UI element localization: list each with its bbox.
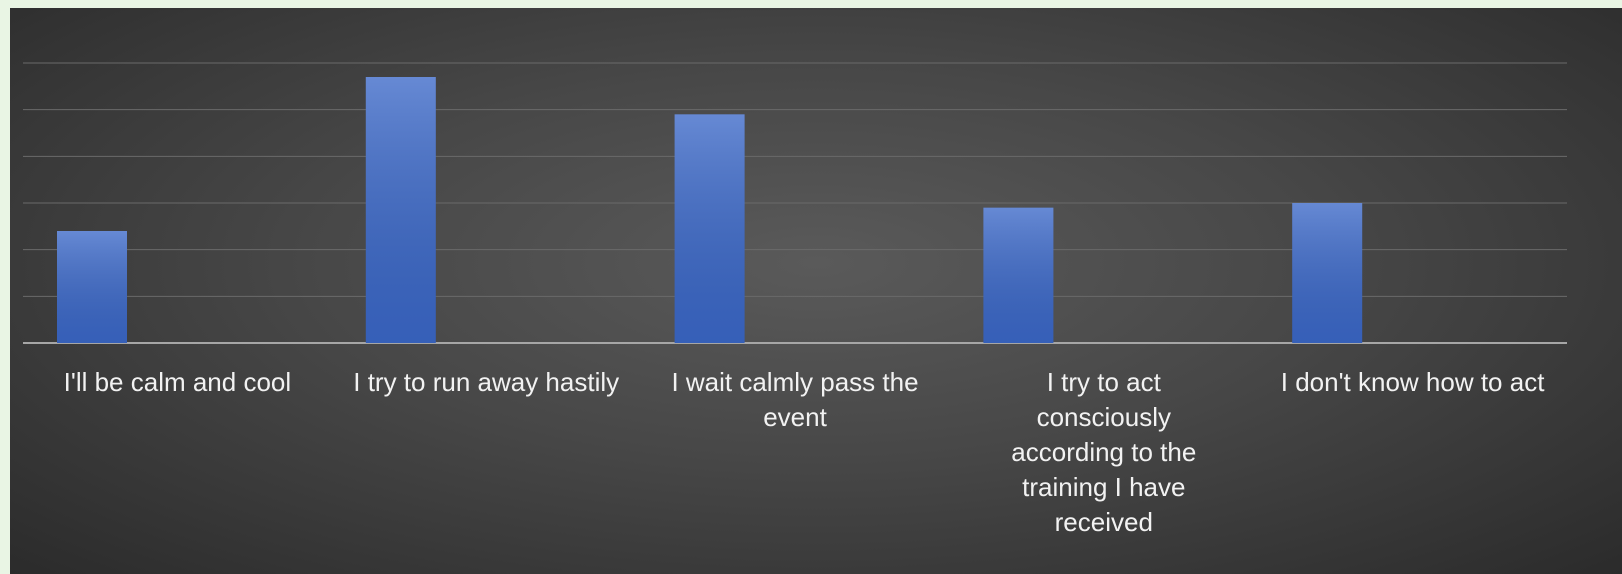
bar-shade xyxy=(57,231,127,343)
x-tick-label: I try to act consciously according to th… xyxy=(1011,367,1197,537)
x-tick-label: I try to run away hastily xyxy=(353,367,620,397)
x-tick-label: I wait calmly pass the event xyxy=(671,367,919,432)
bar-shade xyxy=(983,207,1054,343)
bar-shade xyxy=(674,114,745,343)
bar-shade xyxy=(1292,203,1363,343)
bar-shade xyxy=(365,77,436,343)
x-tick-label: I'll be calm and cool xyxy=(63,367,292,397)
x-tick-label: I don't know how to act xyxy=(1280,367,1545,397)
